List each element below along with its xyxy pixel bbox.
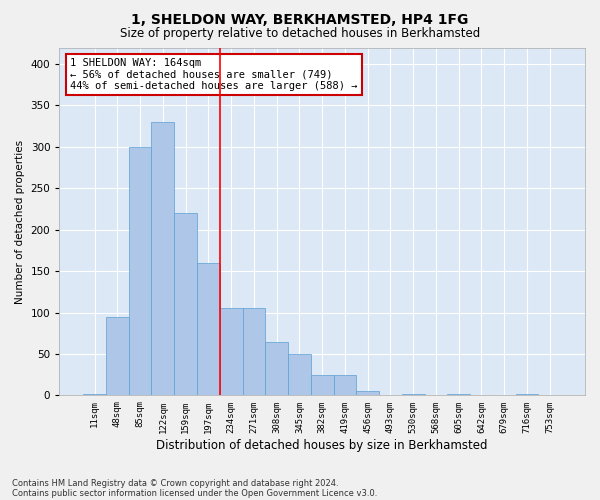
Bar <box>151 122 174 396</box>
Bar <box>493 394 515 396</box>
Bar <box>174 213 197 396</box>
Text: Contains public sector information licensed under the Open Government Licence v3: Contains public sector information licen… <box>12 488 377 498</box>
Text: Contains HM Land Registry data © Crown copyright and database right 2024.: Contains HM Land Registry data © Crown c… <box>12 478 338 488</box>
Y-axis label: Number of detached properties: Number of detached properties <box>15 140 25 304</box>
Bar <box>220 308 242 396</box>
Bar <box>379 394 402 396</box>
Bar <box>470 394 493 396</box>
Text: Size of property relative to detached houses in Berkhamsted: Size of property relative to detached ho… <box>120 28 480 40</box>
Bar <box>402 394 425 396</box>
Bar <box>242 308 265 396</box>
Bar <box>538 394 561 396</box>
Bar <box>334 374 356 396</box>
Text: 1, SHELDON WAY, BERKHAMSTED, HP4 1FG: 1, SHELDON WAY, BERKHAMSTED, HP4 1FG <box>131 12 469 26</box>
Bar <box>515 394 538 396</box>
Bar <box>129 147 151 396</box>
Bar <box>83 394 106 396</box>
Bar <box>425 394 448 396</box>
Bar <box>197 263 220 396</box>
Bar <box>106 316 129 396</box>
Bar <box>311 374 334 396</box>
Bar <box>448 394 470 396</box>
Bar <box>288 354 311 396</box>
Bar <box>265 342 288 396</box>
X-axis label: Distribution of detached houses by size in Berkhamsted: Distribution of detached houses by size … <box>157 440 488 452</box>
Text: 1 SHELDON WAY: 164sqm
← 56% of detached houses are smaller (749)
44% of semi-det: 1 SHELDON WAY: 164sqm ← 56% of detached … <box>70 58 358 91</box>
Bar <box>356 392 379 396</box>
